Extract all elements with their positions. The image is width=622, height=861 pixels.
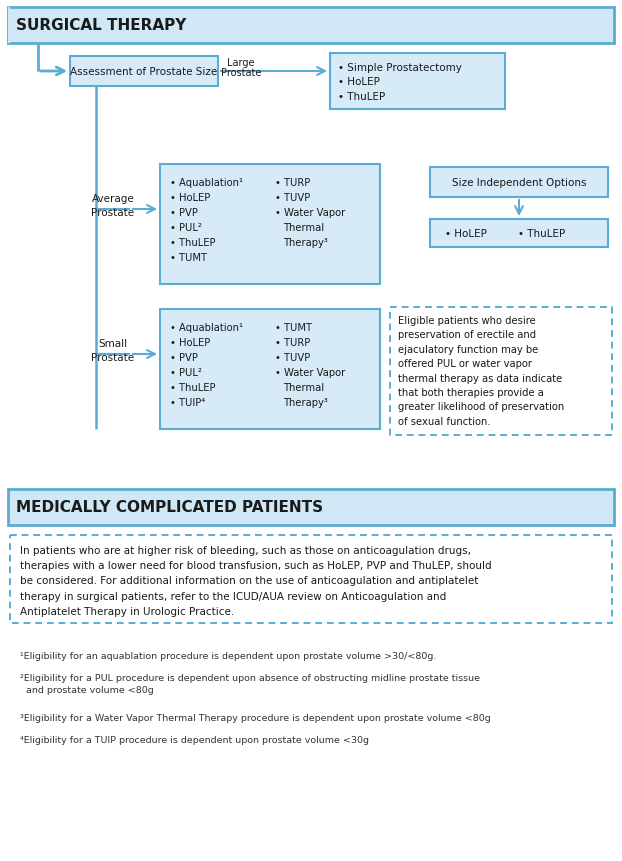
Text: • ThuLEP: • ThuLEP (518, 229, 565, 238)
Bar (8, 8, 614, 44)
Text: • TURP: • TURP (275, 338, 310, 348)
Text: • TUVP: • TUVP (275, 353, 310, 362)
Text: Size Independent Options: Size Independent Options (452, 177, 587, 188)
Bar (70, 57, 218, 87)
Bar (330, 54, 505, 110)
Text: • ThuLEP: • ThuLEP (170, 382, 215, 393)
Bar (10, 536, 612, 623)
Text: Thermal: Thermal (283, 223, 324, 232)
Bar (160, 310, 380, 430)
Text: ³Eligibility for a Water Vapor Thermal Therapy procedure is dependent upon prost: ³Eligibility for a Water Vapor Thermal T… (20, 713, 491, 722)
Text: Therapy³: Therapy³ (283, 238, 328, 248)
Text: • Water Vapor: • Water Vapor (275, 208, 345, 218)
Text: • TUIP⁴: • TUIP⁴ (170, 398, 205, 407)
Text: • HoLEP: • HoLEP (170, 338, 210, 348)
Text: • PVP: • PVP (170, 353, 198, 362)
Bar (390, 307, 612, 436)
Text: ²Eligibility for a PUL procedure is dependent upon absence of obstructing midlin: ²Eligibility for a PUL procedure is depe… (20, 673, 480, 694)
Text: • Simple Prostatectomy: • Simple Prostatectomy (338, 63, 462, 73)
Text: Therapy³: Therapy³ (283, 398, 328, 407)
Text: • TURP: • TURP (275, 177, 310, 188)
Text: Average: Average (91, 194, 134, 204)
Text: • ThuLEP: • ThuLEP (170, 238, 215, 248)
Text: Eligible patients who desire
preservation of erectile and
ejaculatory function m: Eligible patients who desire preservatio… (398, 316, 564, 426)
Text: Prostate: Prostate (91, 208, 134, 218)
Text: • TUMT: • TUMT (275, 323, 312, 332)
Text: • Aquablation¹: • Aquablation¹ (170, 177, 243, 188)
Text: SURGICAL THERAPY: SURGICAL THERAPY (16, 18, 187, 34)
Text: • PUL²: • PUL² (170, 223, 202, 232)
Text: • Water Vapor: • Water Vapor (275, 368, 345, 378)
Text: Large: Large (227, 58, 255, 68)
Text: ⁴Eligibility for a TUIP procedure is dependent upon prostate volume <30g: ⁴Eligibility for a TUIP procedure is dep… (20, 735, 369, 744)
Text: Prostate: Prostate (91, 353, 134, 362)
Text: • ThuLEP: • ThuLEP (338, 92, 385, 102)
Bar (430, 168, 608, 198)
Text: Thermal: Thermal (283, 382, 324, 393)
Text: ¹Eligibility for an aquablation procedure is dependent upon prostate volume >30/: ¹Eligibility for an aquablation procedur… (20, 651, 437, 660)
Bar (430, 220, 608, 248)
Text: • TUMT: • TUMT (170, 253, 207, 263)
Text: MEDICALLY COMPLICATED PATIENTS: MEDICALLY COMPLICATED PATIENTS (16, 500, 323, 515)
Bar (8, 489, 614, 525)
Text: • PUL²: • PUL² (170, 368, 202, 378)
Text: Prostate: Prostate (221, 68, 261, 77)
Text: • HoLEP: • HoLEP (170, 193, 210, 202)
Text: • HoLEP: • HoLEP (445, 229, 487, 238)
Bar (8, 8, 10, 44)
Text: • TUVP: • TUVP (275, 193, 310, 202)
Text: • Aquablation¹: • Aquablation¹ (170, 323, 243, 332)
Text: In patients who are at higher risk of bleeding, such as those on anticoagulation: In patients who are at higher risk of bl… (20, 545, 491, 616)
Text: • HoLEP: • HoLEP (338, 77, 380, 87)
Text: Small: Small (98, 338, 128, 349)
Bar (160, 164, 380, 285)
Text: • PVP: • PVP (170, 208, 198, 218)
Text: Assessment of Prostate Size: Assessment of Prostate Size (70, 67, 218, 77)
